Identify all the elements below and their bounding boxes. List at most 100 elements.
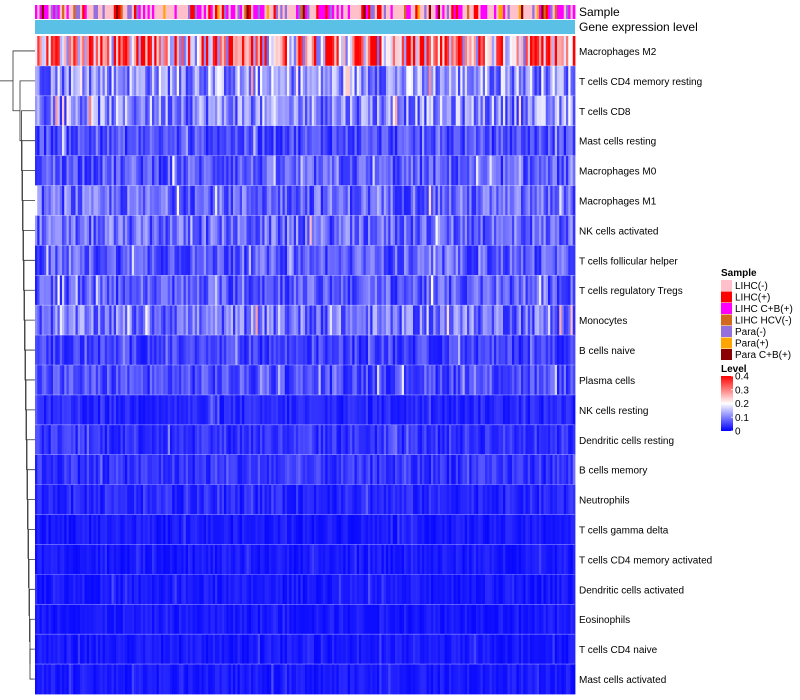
heatmap-cell: [561, 394, 565, 426]
sample-annotation-cell: [248, 5, 252, 19]
heatmap-cell: [266, 215, 270, 246]
heatmap-cell: [89, 335, 92, 366]
heatmap-cell: [129, 95, 133, 127]
heatmap-cell: [210, 394, 214, 426]
heatmap-cell: [273, 604, 277, 635]
heatmap-cell: [190, 95, 193, 127]
sample-annotation-cell: [406, 5, 409, 19]
heatmap-cell: [557, 514, 560, 545]
heatmap-cell: [167, 95, 171, 127]
heatmap-cell: [192, 245, 196, 276]
heatmap-cell: [167, 335, 171, 366]
heatmap-cell: [455, 574, 459, 605]
heatmap-cell: [489, 514, 493, 545]
heatmap-cell: [467, 574, 470, 605]
heatmap-cell: [473, 95, 477, 127]
heatmap-cell: [539, 484, 542, 515]
heatmap-cell: [568, 365, 571, 396]
heatmap-cell: [311, 394, 315, 426]
heatmap-cell: [179, 155, 182, 186]
heatmap-cell: [401, 514, 405, 545]
heatmap-cell: [111, 365, 115, 396]
heatmap-cell: [388, 275, 391, 306]
heatmap-cell: [334, 484, 337, 515]
heatmap-cell: [298, 544, 301, 575]
heatmap-cell: [507, 424, 511, 456]
heatmap-cell: [386, 95, 389, 127]
heatmap-cell: [95, 155, 99, 186]
heatmap-cell: [167, 454, 171, 486]
heatmap-cell: [451, 544, 454, 575]
heatmap-cell: [188, 335, 191, 366]
heatmap-cell: [320, 604, 324, 635]
heatmap-cell: [440, 65, 443, 97]
heatmap-cell: [451, 394, 454, 426]
heatmap-cell: [559, 36, 562, 67]
heatmap-cell: [365, 484, 369, 515]
heatmap-cell: [82, 305, 85, 336]
heatmap-cell: [174, 335, 178, 366]
heatmap-cell: [417, 36, 421, 67]
heatmap-cell: [44, 424, 47, 456]
heatmap-cell: [532, 394, 535, 426]
heatmap-cell: [370, 544, 373, 575]
heatmap-cell: [280, 275, 283, 306]
heatmap-cell: [73, 544, 76, 575]
heatmap-cell: [170, 514, 173, 545]
heatmap-cell: [282, 215, 286, 246]
heatmap-cell: [156, 155, 160, 186]
heatmap-cell: [53, 514, 56, 545]
heatmap-cell: [140, 155, 144, 186]
heatmap-cell: [91, 275, 94, 306]
heatmap-cell: [370, 514, 373, 545]
heatmap-cell: [379, 275, 382, 306]
sample-annotation-cell: [563, 5, 567, 19]
heatmap-cell: [388, 215, 391, 246]
heatmap-cell: [197, 454, 200, 486]
sample-annotation-cell: [140, 5, 144, 19]
heatmap-cell: [341, 185, 344, 216]
heatmap-cell: [242, 514, 245, 545]
heatmap-cell: [221, 394, 225, 426]
heatmap-cell: [449, 95, 452, 127]
sample-annotation-cell: [41, 5, 45, 19]
heatmap-cell: [554, 454, 558, 486]
heatmap-cell: [282, 245, 286, 276]
heatmap-cell: [129, 454, 133, 486]
heatmap-cell: [275, 544, 279, 575]
heatmap-cell: [428, 155, 432, 186]
heatmap-cell: [224, 95, 227, 127]
heatmap-cell: [140, 245, 144, 276]
heatmap-cell: [156, 305, 160, 336]
heatmap-cell: [271, 454, 274, 486]
heatmap-cell: [323, 275, 326, 306]
heatmap-cell: [113, 215, 117, 246]
heatmap-cell: [284, 185, 288, 216]
heatmap-cell: [379, 424, 382, 456]
heatmap-cell: [147, 305, 151, 336]
heatmap-cell: [329, 275, 333, 306]
heatmap-cell: [154, 215, 157, 246]
heatmap-cell: [62, 305, 65, 336]
heatmap-cell: [500, 185, 504, 216]
heatmap-cell: [422, 335, 425, 366]
heatmap-cell: [325, 125, 328, 157]
heatmap-cell: [174, 484, 178, 515]
heatmap-cell: [170, 125, 173, 157]
heatmap-cell: [64, 604, 67, 635]
heatmap-cell: [242, 36, 245, 67]
heatmap-cell: [66, 604, 70, 635]
heatmap-cell: [217, 335, 220, 366]
heatmap-cell: [44, 454, 47, 486]
heatmap-cell: [248, 245, 252, 276]
heatmap-cell: [185, 95, 189, 127]
heatmap-cell: [111, 36, 115, 67]
heatmap-cell: [91, 245, 94, 276]
heatmap-cell: [446, 245, 450, 276]
heatmap-cell: [251, 245, 254, 276]
heatmap-cell: [363, 36, 367, 67]
heatmap-cell: [118, 305, 121, 336]
heatmap-cell: [291, 185, 295, 216]
heatmap-cell: [563, 95, 567, 127]
heatmap-cell: [372, 424, 376, 456]
